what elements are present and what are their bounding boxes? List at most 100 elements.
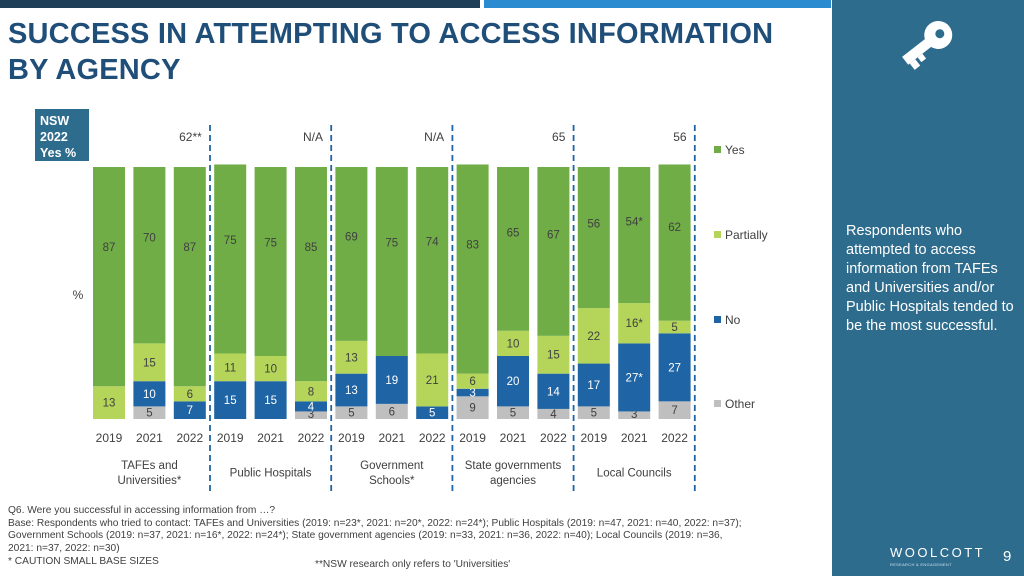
x-tick-year: 2021	[621, 431, 648, 445]
brand-subtitle: RESEARCH & ENGAGEMENT	[890, 562, 952, 567]
data-label-partially-g0-2019: 13	[103, 398, 116, 410]
page-title-line1: SUCCESS IN ATTEMPTING TO ACCESS INFORMAT…	[8, 18, 774, 50]
bar-other-g3-2019	[456, 396, 489, 419]
data-label-no-g2-2022: 5	[429, 408, 435, 420]
data-label-no-g0-2021: 10	[143, 389, 156, 401]
bar-partially-g0-2021	[133, 343, 166, 382]
category-label-line1: TAFEs and	[121, 460, 178, 472]
data-label-no-g2-2021: 19	[385, 375, 398, 387]
data-label-partially-g1-2021: 10	[264, 364, 277, 376]
legend-label-partially: Partially	[725, 228, 768, 242]
x-tick-year: 2021	[257, 431, 284, 445]
bar-yes-g2-2021	[375, 167, 408, 356]
data-label-other-g2-2019: 5	[348, 408, 354, 420]
footer-base-line2: Government Schools (2019: n=37, 2021: n=…	[8, 530, 723, 542]
data-label-no-g3-2021: 20	[507, 376, 520, 388]
bar-partially-g0-2022	[173, 386, 206, 402]
data-label-no-g0-2022: 7	[187, 405, 193, 417]
legend-swatch-no	[714, 316, 721, 323]
data-label-yes-g4-2019: 56	[587, 218, 600, 230]
page-number: 9	[1003, 548, 1012, 565]
woolcott-logo: WOOLCOTT RESEARCH & ENGAGEMENT	[890, 545, 983, 571]
bar-no-g4-2021	[618, 343, 651, 412]
bar-yes-g4-2021	[618, 167, 651, 304]
footer-question: Q6. Were you successful in accessing inf…	[8, 505, 276, 516]
data-label-yes-g3-2022: 67	[547, 230, 560, 242]
data-label-yes-g2-2021: 75	[385, 238, 398, 250]
bar-partially-g3-2022	[537, 335, 570, 374]
bar-no-g1-2021	[254, 381, 287, 419]
nsw-2022-yes-box: NSW 2022 Yes %	[35, 109, 89, 161]
bar-no-g2-2021	[375, 356, 408, 404]
bar-other-g1-2022	[295, 411, 327, 419]
bar-no-g0-2022	[173, 401, 206, 419]
data-label-no-g4-2021: 27*	[626, 372, 644, 384]
bar-other-g3-2021	[497, 406, 529, 419]
data-label-no-g3-2022: 14	[547, 386, 560, 398]
top-bar-light	[484, 0, 831, 8]
data-label-yes-g2-2022: 74	[426, 237, 439, 249]
data-label-no-g1-2022: 4	[308, 401, 315, 413]
x-tick-year: 2019	[96, 431, 123, 445]
bar-no-g2-2022	[416, 406, 449, 419]
nsw-box-line3: Yes %	[40, 146, 77, 160]
x-tick-year: 2022	[419, 431, 446, 445]
data-label-partially-g2-2022: 21	[426, 375, 439, 387]
data-label-other-g4-2019: 5	[591, 408, 597, 420]
data-label-other-g1-2022: 3	[308, 409, 314, 421]
bar-no-g2-2019	[335, 373, 368, 407]
data-label-no-g1-2019: 15	[224, 395, 237, 407]
x-tick-year: 2021	[378, 431, 405, 445]
bar-no-g3-2021	[497, 356, 529, 407]
data-label-partially-g1-2019: 11	[224, 362, 236, 374]
data-label-yes-g1-2019: 75	[224, 235, 237, 247]
bar-partially-g4-2022	[658, 320, 691, 334]
data-label-yes-g0-2021: 70	[143, 233, 156, 245]
x-tick-year: 2019	[217, 431, 244, 445]
y-axis-label: %	[73, 288, 84, 302]
data-label-partially-g3-2019: 6	[469, 376, 475, 388]
page-title-line2: BY AGENCY	[8, 54, 181, 86]
data-label-partially-g3-2021: 10	[507, 338, 520, 350]
bar-no-g4-2019	[577, 363, 610, 407]
x-tick-year: 2021	[500, 431, 527, 445]
data-label-yes-g1-2021: 75	[264, 238, 277, 250]
data-label-yes-g3-2021: 65	[507, 228, 520, 240]
nsw-value: 62**	[179, 130, 202, 144]
bar-no-g1-2019	[214, 381, 247, 419]
data-label-no-g4-2019: 17	[587, 380, 600, 392]
bar-yes-g2-2019	[335, 167, 368, 341]
data-label-yes-g1-2022: 85	[305, 242, 318, 254]
legend-swatch-partially	[714, 231, 721, 238]
data-label-other-g4-2021: 3	[631, 409, 637, 421]
bar-other-g4-2019	[577, 406, 610, 419]
bar-no-g3-2022	[537, 373, 570, 409]
bar-yes-g4-2019	[577, 167, 610, 309]
category-label-line2: Schools*	[369, 475, 415, 487]
x-tick-year: 2021	[136, 431, 163, 445]
data-label-other-g4-2022: 7	[671, 405, 677, 417]
data-label-partially-g1-2022: 8	[308, 386, 314, 398]
category-label-line1: Government	[360, 460, 424, 472]
bar-yes-g0-2019	[93, 167, 125, 387]
data-label-yes-g2-2019: 69	[345, 232, 358, 244]
nsw-value: 56	[673, 130, 687, 144]
category-label: Local Councils	[597, 468, 672, 480]
x-tick-year: 2022	[176, 431, 203, 445]
footer-notes: Q6. Were you successful in accessing inf…	[8, 505, 828, 569]
bar-partially-g3-2019	[456, 373, 489, 389]
legend-label-other: Other	[725, 397, 755, 411]
bar-yes-g0-2021	[133, 167, 166, 344]
bar-partially-g1-2019	[214, 353, 247, 382]
data-label-partially-g2-2019: 13	[345, 352, 358, 364]
bar-no-g4-2022	[658, 333, 691, 402]
category-label: Public Hospitals	[230, 468, 312, 480]
data-label-other-g0-2021: 5	[146, 408, 152, 420]
side-panel	[832, 0, 1024, 576]
data-label-partially-g4-2021: 16*	[626, 318, 644, 330]
legend-swatch-other	[714, 400, 721, 407]
nsw-value: N/A	[424, 130, 444, 144]
x-tick-year: 2022	[661, 431, 688, 445]
bar-yes-g0-2022	[173, 167, 206, 387]
bar-other-g0-2021	[133, 406, 166, 419]
